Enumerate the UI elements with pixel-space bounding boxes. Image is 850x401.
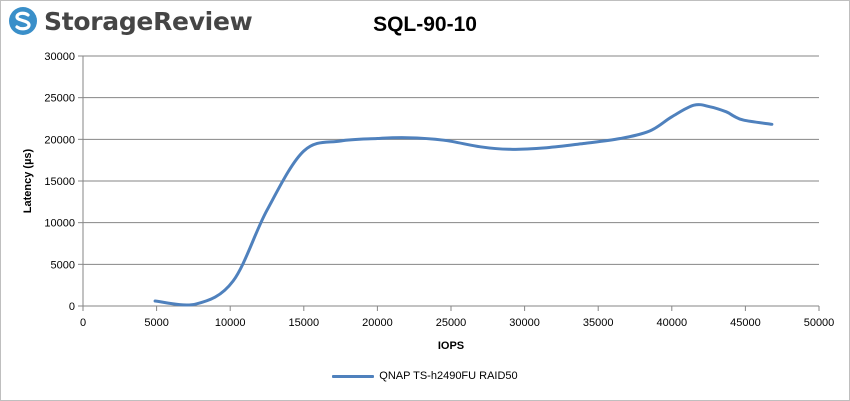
- x-tick-label: 5000: [144, 317, 168, 329]
- legend-swatch: [332, 374, 375, 378]
- series-line: [153, 103, 774, 307]
- y-tick-label: 0: [69, 301, 75, 313]
- legend-label: QNAP TS-h2490FU RAID50: [379, 370, 518, 382]
- y-tick-label: 25000: [44, 93, 75, 105]
- x-axis-title: IOPS: [438, 340, 464, 352]
- gridlines: [83, 55, 819, 265]
- x-tick-label: 0: [80, 317, 86, 329]
- x-tick-label: 40000: [657, 317, 688, 329]
- x-tick-label: 30000: [509, 317, 540, 329]
- storagereview-logo-icon: [9, 7, 37, 35]
- series-layer: [153, 103, 774, 307]
- y-tick-label: 10000: [44, 218, 75, 230]
- x-tick-label: 10000: [215, 317, 246, 329]
- x-tick-label: 45000: [730, 317, 761, 329]
- x-tick-label: 50000: [804, 317, 835, 329]
- y-tick-label: 5000: [51, 259, 75, 271]
- x-tick-label: 20000: [362, 317, 393, 329]
- y-tick-label: 20000: [44, 134, 75, 146]
- x-tick-label: 35000: [583, 317, 614, 329]
- y-axis-title: Latency (µs): [22, 148, 34, 213]
- y-tick-label: 30000: [44, 51, 75, 63]
- legend: QNAP TS-h2490FU RAID50: [0, 370, 850, 382]
- y-tick-label: 15000: [44, 176, 75, 188]
- chart-title: SQL-90-10: [373, 13, 477, 36]
- x-axis-ticks: 0 5000 10000 15000 20000 25000 30000 35000 40000…: [80, 306, 834, 329]
- brand-name: StorageReview: [44, 6, 253, 36]
- brand-logo: StorageReview: [8, 4, 253, 38]
- x-tick-label: 15000: [289, 317, 320, 329]
- y-axis-ticks: 0 5000 10000 15000 20000 25000 30000: [44, 51, 83, 313]
- x-tick-label: 25000: [436, 317, 467, 329]
